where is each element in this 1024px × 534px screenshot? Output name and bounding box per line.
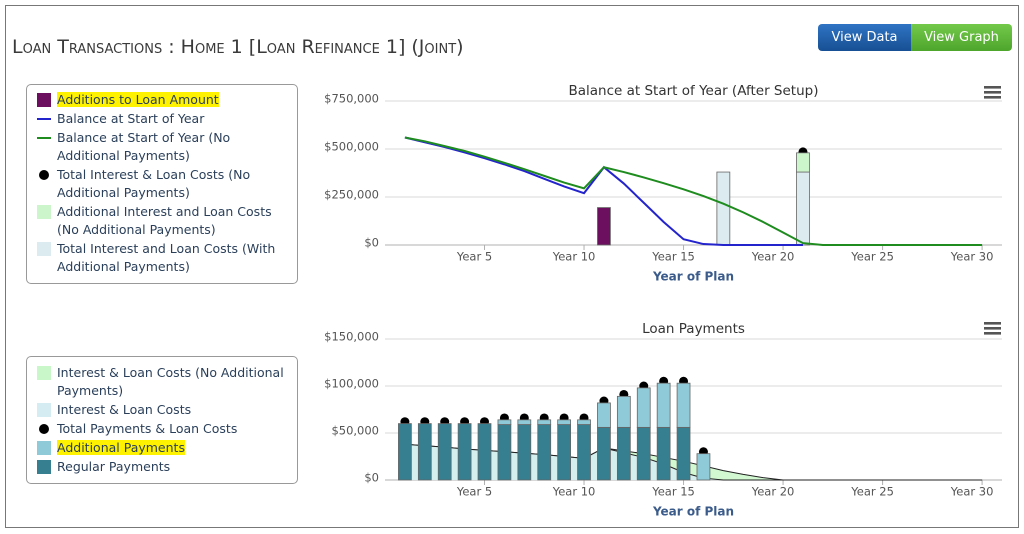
bar — [597, 426, 611, 481]
menu-icon[interactable] — [984, 86, 1001, 99]
frame — [5, 5, 1019, 528]
bar — [457, 423, 472, 481]
x-tick-label: Year 25 — [850, 485, 894, 499]
legend-swatch — [37, 242, 51, 256]
legend-label: Balance at Start of Year (No Additional … — [57, 130, 231, 163]
bar — [796, 152, 810, 173]
x-tick-label: Year 20 — [751, 250, 795, 264]
bar — [477, 423, 492, 481]
legend-label: Additions to Loan Amount — [57, 92, 219, 107]
bar — [497, 424, 512, 481]
bar — [656, 426, 671, 481]
x-tick-label: Year 15 — [651, 250, 695, 264]
x-tick-label: Year 30 — [950, 250, 994, 264]
y-tick-label: $100,000 — [324, 377, 379, 391]
legend-item: Interest & Loan Costs (No Additional Pay… — [33, 364, 291, 400]
bar — [636, 426, 651, 481]
page-title: Loan Transactions : Home 1 [Loan Refinan… — [12, 36, 464, 58]
bar — [656, 382, 671, 428]
x-tick-label: Year 25 — [850, 250, 894, 264]
legend-item: Additions to Loan Amount — [33, 91, 291, 109]
view-graph-button[interactable]: View Graph — [911, 24, 1012, 51]
legend-swatch — [37, 118, 51, 120]
y-tick-label: $150,000 — [324, 330, 379, 344]
legend-item: Balance at Start of Year — [33, 110, 291, 128]
legend-item: Interest & Loan Costs — [33, 401, 291, 419]
y-tick-label: $0 — [364, 471, 379, 485]
legend-swatch — [39, 424, 49, 434]
bar — [517, 424, 532, 481]
y-tick-label: $250,000 — [324, 188, 379, 202]
legend-item: Additional Interest and Loan Costs (No A… — [33, 203, 291, 239]
view-data-button[interactable]: View Data — [818, 24, 911, 51]
x-tick-label: Year 5 — [456, 485, 492, 499]
legend-label: Interest & Loan Costs (No Additional Pay… — [57, 365, 284, 398]
legend-swatch — [37, 137, 51, 139]
x-tick-label: Year 10 — [552, 250, 596, 264]
legend-swatch — [37, 205, 51, 219]
legend-item: Regular Payments — [33, 458, 291, 476]
x-axis-title: Year of Plan — [652, 270, 734, 284]
legend-label: Interest & Loan Costs — [57, 402, 192, 417]
bar — [577, 419, 591, 425]
chart-title: Balance at Start of Year (After Setup) — [569, 83, 819, 99]
bar — [398, 423, 412, 481]
bar — [517, 419, 532, 425]
x-tick-label: Year 5 — [456, 250, 492, 264]
bar — [537, 424, 552, 481]
x-tick-label: Year 10 — [552, 485, 596, 499]
bar — [417, 423, 432, 481]
legend-swatch — [37, 403, 51, 417]
legend-item: Total Payments & Loan Costs — [33, 420, 291, 438]
x-axis-title: Year of Plan — [652, 505, 734, 519]
bar — [597, 402, 611, 428]
bar — [676, 382, 691, 428]
legend-item: Total Interest and Loan Costs (With Addi… — [33, 240, 291, 276]
bar — [497, 419, 512, 425]
bar — [636, 387, 651, 428]
x-tick-label: Year 30 — [950, 485, 994, 499]
bar — [796, 171, 810, 246]
legend-item: Total Interest & Loan Costs (No Addition… — [33, 166, 291, 202]
bar — [557, 424, 571, 481]
y-tick-label: $50,000 — [331, 424, 379, 438]
bar — [557, 419, 571, 425]
x-tick-label: Year 15 — [651, 485, 695, 499]
legend: Interest & Loan Costs (No Additional Pay… — [26, 356, 298, 484]
y-tick-label: $750,000 — [324, 92, 379, 106]
legend-swatch — [37, 366, 51, 380]
bar — [676, 426, 691, 481]
bar — [616, 426, 631, 481]
legend-swatch — [37, 441, 51, 455]
chart-title: Loan Payments — [642, 321, 745, 337]
legend-label: Balance at Start of Year — [57, 111, 205, 126]
x-tick-label: Year 20 — [751, 485, 795, 499]
bar — [696, 453, 711, 481]
bar — [716, 171, 731, 246]
legend-label: Total Interest and Loan Costs (With Addi… — [57, 241, 276, 274]
bar — [437, 423, 452, 481]
y-tick-label: $500,000 — [324, 140, 379, 154]
y-tick-label: $0 — [364, 236, 379, 250]
legend-label: Regular Payments — [57, 459, 171, 474]
legend: Additions to Loan Amount Balance at Start… — [26, 84, 298, 284]
legend-swatch — [37, 93, 51, 107]
legend-label: Additional Interest and Loan Costs (No A… — [57, 204, 272, 237]
bar — [597, 207, 611, 246]
menu-icon[interactable] — [984, 322, 1001, 335]
legend-item: Additional Payments — [33, 439, 291, 457]
line — [404, 136, 983, 246]
legend-label: Additional Payments — [57, 440, 185, 455]
legend-label: Total Interest & Loan Costs (No Addition… — [57, 167, 251, 200]
bar — [577, 424, 591, 481]
bar — [537, 419, 552, 425]
legend-swatch — [37, 460, 51, 474]
legend-item: Balance at Start of Year (No Additional … — [33, 129, 291, 165]
legend-swatch — [39, 170, 49, 180]
legend-label: Total Payments & Loan Costs — [57, 421, 238, 436]
bar — [616, 395, 631, 428]
